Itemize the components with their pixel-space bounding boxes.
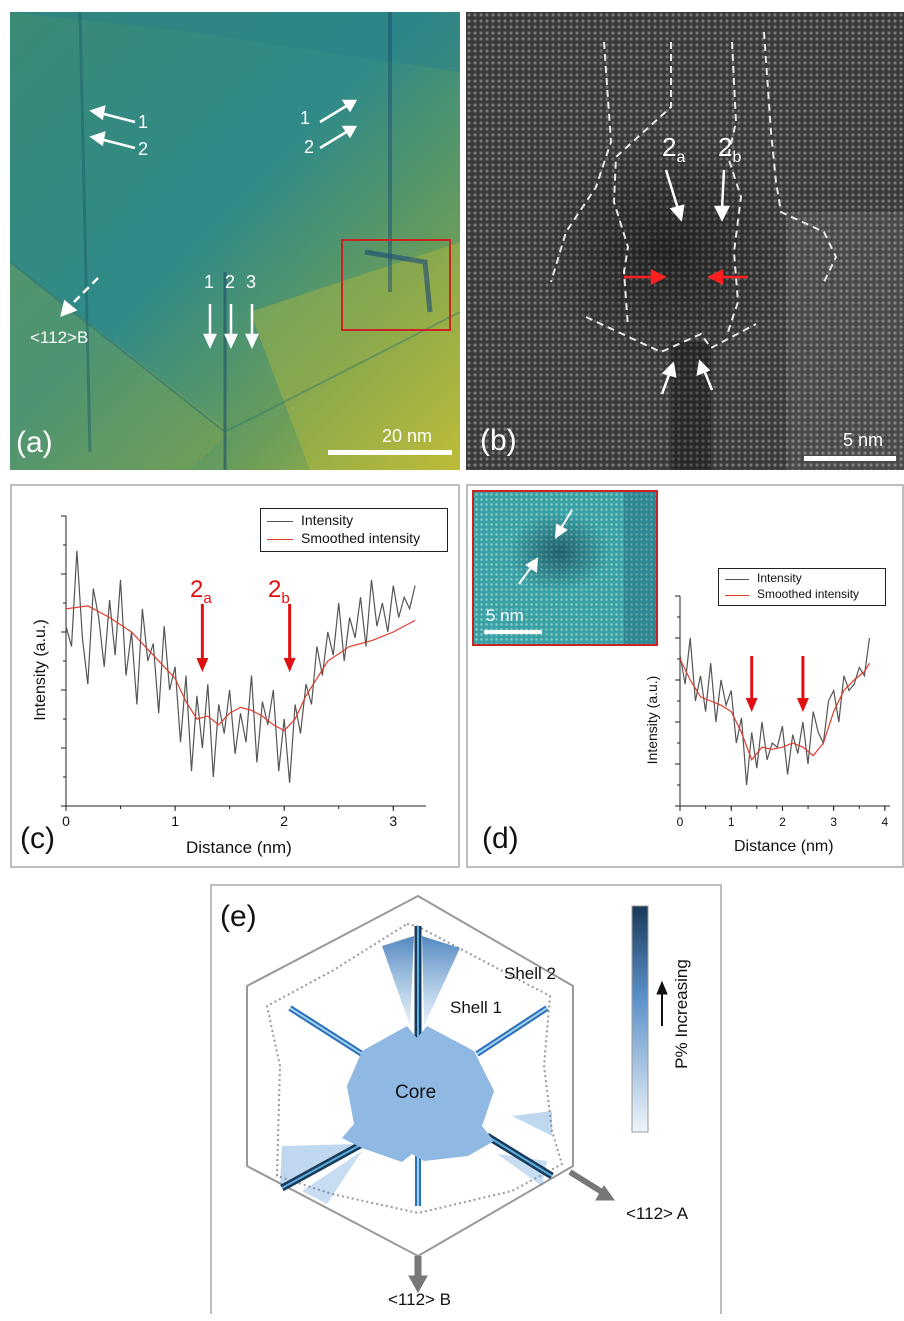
x-tick-label: 1 — [171, 813, 179, 829]
panel-b-label: (b) — [480, 424, 517, 458]
chart-c-marker-2b: 2b — [268, 576, 290, 607]
series-smoothed-intensity — [66, 606, 415, 731]
annotation-arrowhead — [797, 698, 809, 712]
marker-2b-b: 2b — [718, 132, 741, 167]
panel-c: 0 1 2 3 Intensity (a.u.) Distance (nm) Inte… — [10, 484, 460, 868]
scalebar-b-label: 5 nm — [843, 430, 883, 451]
x-tick-label: 2 — [280, 813, 288, 829]
core-label: Core — [395, 1082, 436, 1104]
scalebar-a — [328, 450, 452, 455]
chart-d-ylabel: Intensity (a.u.) — [644, 665, 660, 775]
direction-b-label: <112> B — [388, 1290, 451, 1310]
chart-d-legend: Intensity Smoothed intensity — [718, 568, 886, 606]
legend-label-intensity: Intensity — [301, 512, 353, 528]
x-tick-label: 0 — [62, 813, 70, 829]
x-tick-label: 2 — [779, 815, 786, 829]
annotation-arrowhead — [746, 698, 758, 712]
arrow-label-right-2: 2 — [304, 137, 314, 158]
panel-a-label: (a) — [16, 426, 53, 460]
x-tick-label: 1 — [728, 815, 735, 829]
legend-swatch-intensity — [267, 521, 293, 522]
shell2-label: Shell 2 — [504, 964, 556, 984]
schematic-e — [212, 886, 720, 1316]
legend-d-label-smoothed: Smoothed intensity — [757, 587, 859, 601]
arrow-label-left-2: 2 — [138, 139, 148, 160]
legend-d-swatch-smoothed — [725, 595, 749, 596]
chart-c-xlabel: Distance (nm) — [186, 838, 292, 858]
arrow-label-left-1: 1 — [138, 112, 148, 133]
panel-a: 1 2 1 2 1 2 3 <112>B 20 nm (a) — [10, 12, 460, 470]
shell1-label: Shell 1 — [450, 998, 502, 1018]
direction-label-a: <112>B — [30, 328, 88, 348]
chart-d-xlabel: Distance (nm) — [734, 838, 834, 856]
scalebar-a-label: 20 nm — [382, 426, 432, 447]
panel-a-image — [10, 12, 460, 470]
marker-2a-b: 2a — [662, 132, 685, 167]
scalebar-b — [804, 456, 896, 461]
chart-c-legend: Intensity Smoothed intensity — [260, 508, 448, 552]
colorbar — [632, 906, 648, 1132]
panel-e-label: (e) — [220, 900, 257, 934]
chart-c-ylabel: Intensity (a.u.) — [32, 605, 50, 735]
legend-swatch-smoothed — [267, 539, 293, 540]
series-intensity — [680, 638, 870, 785]
chart-c-marker-2a: 2a — [190, 576, 212, 607]
panel-e: Core Shell 1 Shell 2 P% Increasing <112>… — [210, 884, 722, 1314]
panel-c-label: (c) — [20, 822, 55, 856]
x-tick-label: 0 — [677, 815, 684, 829]
chart-d: 0 1 2 3 4 — [468, 486, 902, 866]
colorbar-label: P% Increasing — [672, 944, 692, 1084]
x-tick-label: 3 — [389, 813, 397, 829]
legend-d-label-intensity: Intensity — [757, 571, 802, 585]
legend-label-smoothed: Smoothed intensity — [301, 530, 420, 546]
panel-d-label: (d) — [482, 822, 519, 856]
arrow-label-right-1: 1 — [300, 108, 310, 129]
panel-b-image — [466, 12, 904, 470]
annotation-arrowhead — [196, 658, 208, 672]
legend-d-swatch-intensity — [725, 579, 749, 580]
x-tick-label: 3 — [830, 815, 837, 829]
arrow-label-bottom-3: 3 — [246, 272, 256, 293]
panel-b: 2a 2b 5 nm (b) — [466, 12, 904, 470]
x-tick-label: 4 — [882, 815, 889, 829]
annotation-arrowhead — [284, 658, 296, 672]
series-intensity — [66, 551, 415, 783]
direction-a-label: <112> A — [626, 1204, 688, 1224]
arrow-label-bottom-2: 2 — [225, 272, 235, 293]
arrow-label-bottom-1: 1 — [204, 272, 214, 293]
